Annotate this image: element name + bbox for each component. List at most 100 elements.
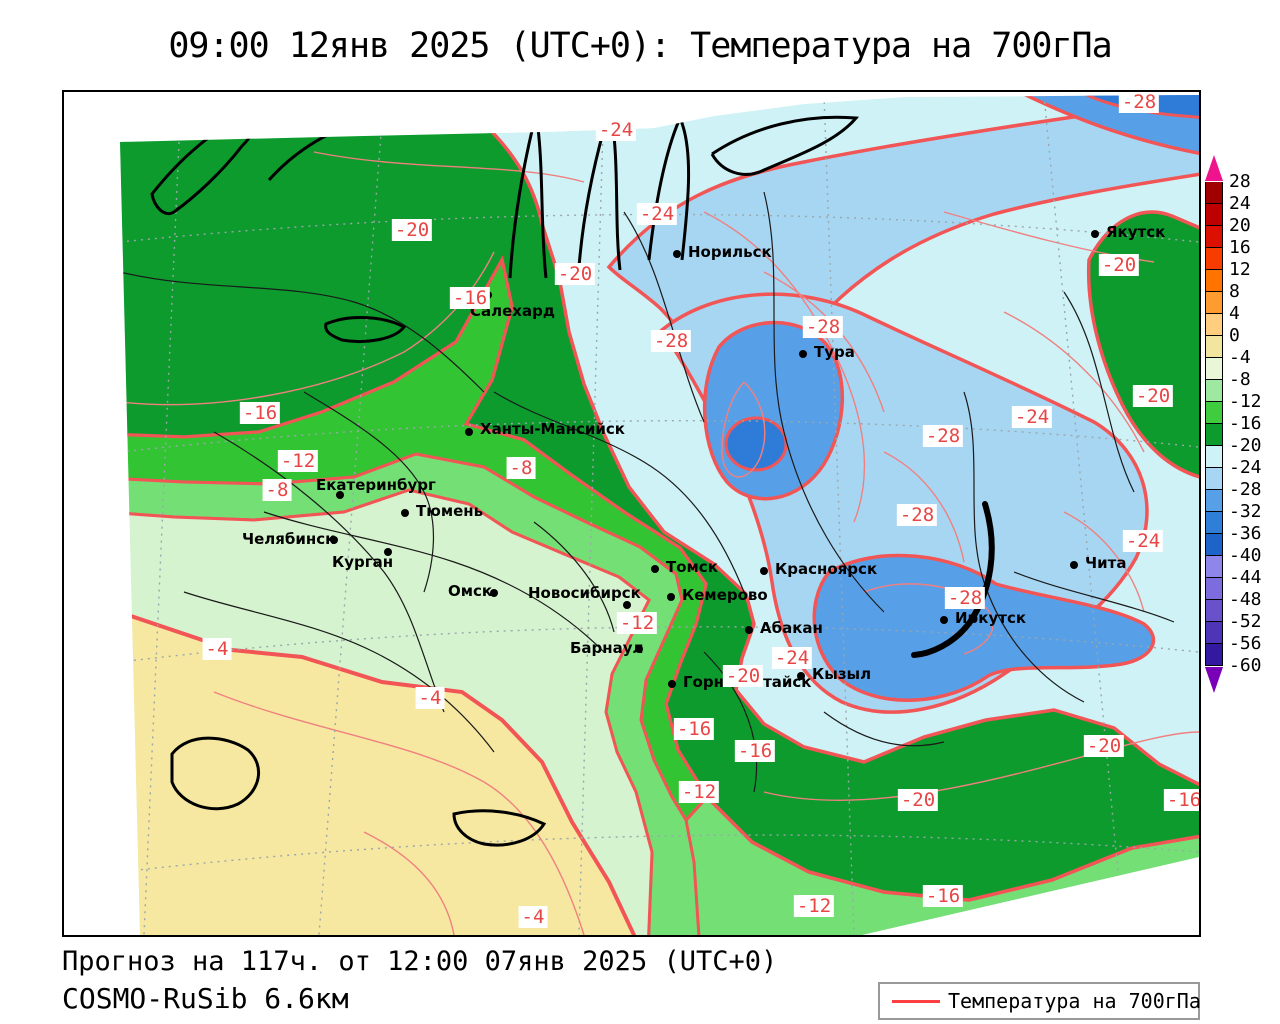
colorbar-arrow-down xyxy=(1205,667,1223,693)
city-label: Абакан xyxy=(760,619,823,637)
contour-label: -20 xyxy=(391,219,433,241)
city-label: Екатеринбург xyxy=(316,476,436,494)
model-name-text: COSMO-RuSib 6.6км xyxy=(62,982,349,1015)
colorbar-segment xyxy=(1205,424,1223,446)
city-label: Чита xyxy=(1085,554,1127,572)
contour-label: -28 xyxy=(650,330,692,352)
legend-box: Температура на 700гПа xyxy=(878,982,1201,1020)
contour-label: -12 xyxy=(277,450,319,472)
colorbar-segment xyxy=(1205,358,1223,380)
city-label: Курган xyxy=(332,553,394,571)
colorbar-tick-label: -60 xyxy=(1229,655,1262,676)
city-label: Тюмень xyxy=(416,502,484,520)
contour-label: -4 xyxy=(518,906,548,928)
city-label: Ханты-Мансийск xyxy=(480,420,625,438)
colorbar-tick-label: -52 xyxy=(1229,611,1262,632)
city-dot xyxy=(1091,230,1099,238)
contour-label: -20 xyxy=(1132,385,1174,407)
contour-label: -20 xyxy=(722,665,764,687)
city-dot xyxy=(667,593,675,601)
city-label: Салехард xyxy=(470,302,555,320)
city-dot xyxy=(330,536,338,544)
colorbar-tick-label: -32 xyxy=(1229,501,1262,522)
colorbar-tick-label: -12 xyxy=(1229,391,1262,412)
colorbar-tick-label: -24 xyxy=(1229,457,1262,478)
legend-line-sample xyxy=(892,999,940,1003)
contour-label: -28 xyxy=(896,504,938,526)
city-dot xyxy=(673,250,681,258)
colorbar-tick-label: 24 xyxy=(1229,193,1251,214)
contour-label: -20 xyxy=(1098,254,1140,276)
region-deepblue-core xyxy=(724,416,788,472)
colorbar-tick-label: 4 xyxy=(1229,303,1240,324)
colorbar-tick-label: 20 xyxy=(1229,215,1251,236)
colorbar-tick-label: -16 xyxy=(1229,413,1262,434)
colorbar-segment xyxy=(1205,314,1223,336)
city-label: Новосибирск xyxy=(528,584,641,602)
region-yellow xyxy=(120,604,646,935)
colorbar-tick-label: 8 xyxy=(1229,281,1240,302)
colorbar-segment xyxy=(1205,512,1223,534)
city-label: Кызыл xyxy=(812,665,872,683)
city-label: Томск xyxy=(666,558,718,576)
contour-label: -28 xyxy=(944,587,986,609)
contour-label: -16 xyxy=(1163,789,1199,811)
colorbar-segment xyxy=(1205,446,1223,468)
contour-label: -16 xyxy=(922,885,964,907)
city-dot xyxy=(940,616,948,624)
colorbar-arrow-up xyxy=(1205,155,1223,181)
legend-label: Температура на 700гПа xyxy=(948,989,1201,1013)
contour-label: -16 xyxy=(734,740,776,762)
city-label: Иркутск xyxy=(955,609,1027,627)
contour-label: -8 xyxy=(506,457,536,479)
colorbar-segment xyxy=(1205,182,1223,204)
colorbar-segment xyxy=(1205,204,1223,226)
colorbar-segment xyxy=(1205,534,1223,556)
city-dot xyxy=(799,350,807,358)
contour-label: -16 xyxy=(449,287,491,309)
colorbar-tick-label: -36 xyxy=(1229,523,1262,544)
city-label: Челябинск xyxy=(242,530,336,548)
colorbar-segment xyxy=(1205,402,1223,424)
city-dot xyxy=(635,645,643,653)
colorbar-segment xyxy=(1205,578,1223,600)
contour-label: -20 xyxy=(897,789,939,811)
city-label: Кемерово xyxy=(682,586,768,604)
colorbar-segment xyxy=(1205,380,1223,402)
city-label: Красноярск xyxy=(775,560,878,578)
city-dot xyxy=(668,680,676,688)
contour-label: -20 xyxy=(554,263,596,285)
colorbar-segment xyxy=(1205,226,1223,248)
colorbar-tick-label: -40 xyxy=(1229,545,1262,566)
colorbar-segment xyxy=(1205,556,1223,578)
colorbar-tick-label: 28 xyxy=(1229,171,1251,192)
city-dot xyxy=(623,601,631,609)
contour-label: -24 xyxy=(1122,530,1164,552)
forecast-info-text: Прогноз на 117ч. от 12:00 07янв 2025 (UT… xyxy=(62,946,778,977)
colorbar-segment xyxy=(1205,600,1223,622)
contour-label: -28 xyxy=(922,425,964,447)
contour-label: -12 xyxy=(678,781,720,803)
colorbar-tick-label: -4 xyxy=(1229,347,1251,368)
page-title: 09:00 12янв 2025 (UTC+0): Температура на… xyxy=(168,26,1112,66)
city-dot xyxy=(745,626,753,634)
colorbar-tick-label: -28 xyxy=(1229,479,1262,500)
contour-label: -8 xyxy=(262,479,292,501)
colorbar-segment xyxy=(1205,292,1223,314)
colorbar-tick-label: -8 xyxy=(1229,369,1251,390)
city-dot xyxy=(490,589,498,597)
lake-baikal xyxy=(911,501,995,658)
colorbar-tick-label: -56 xyxy=(1229,633,1262,654)
city-dot xyxy=(401,509,409,517)
colorbar-segment xyxy=(1205,644,1223,666)
city-label: Тура xyxy=(814,343,855,361)
graticule xyxy=(120,95,1199,935)
city-label: Омск xyxy=(448,582,493,600)
colorbar-tick-label: -48 xyxy=(1229,589,1262,610)
region-darkgreen-east xyxy=(1086,210,1199,483)
city-label: Якутск xyxy=(1106,223,1166,241)
colorbar-tick-label: 0 xyxy=(1229,325,1240,346)
colorbar-tick-label: -20 xyxy=(1229,435,1262,456)
contour-label: -4 xyxy=(415,687,445,709)
